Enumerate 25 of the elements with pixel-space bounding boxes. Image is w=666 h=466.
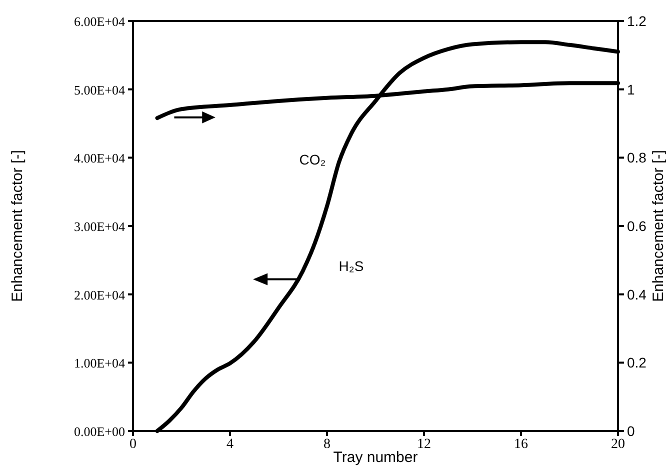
x-tick-label: 8 <box>324 437 330 452</box>
y-tick-label: 3.00E+04 <box>74 219 126 234</box>
y-tick-label: 6.00E+04 <box>74 14 126 29</box>
y2-tick-label: 1.2 <box>627 13 647 29</box>
annotation: CO₂ <box>299 152 326 168</box>
x-tick-label: 16 <box>514 437 528 452</box>
y2-tick-label: 1 <box>627 81 635 98</box>
y2-tick-label: 0.8 <box>627 150 647 166</box>
y-axis-title: Enhancement factor [-] <box>9 150 26 302</box>
y2-axis-title: Enhancement factor [-] <box>650 150 666 302</box>
x-tick-label: 4 <box>226 437 234 452</box>
annotation: H₂S <box>338 258 364 274</box>
y2-tick-label: 0.4 <box>627 286 647 302</box>
x-tick-label: 0 <box>130 437 136 452</box>
y-tick-label: 4.00E+04 <box>74 150 126 166</box>
y2-tick-label: 0.6 <box>627 218 647 234</box>
y-tick-label: 2.00E+04 <box>74 287 126 302</box>
x-axis-title: Tray number <box>333 449 418 466</box>
x-tick-label: 12 <box>417 437 431 452</box>
y-tick-label: 0.00E+00 <box>74 424 125 439</box>
x-tick-label: 20 <box>611 437 625 452</box>
y2-tick-label: 0.2 <box>627 354 647 371</box>
y-tick-label: 1.00E+04 <box>74 356 126 371</box>
y-tick-label: 5.00E+04 <box>74 82 126 98</box>
y2-tick-label: 0 <box>627 423 635 439</box>
